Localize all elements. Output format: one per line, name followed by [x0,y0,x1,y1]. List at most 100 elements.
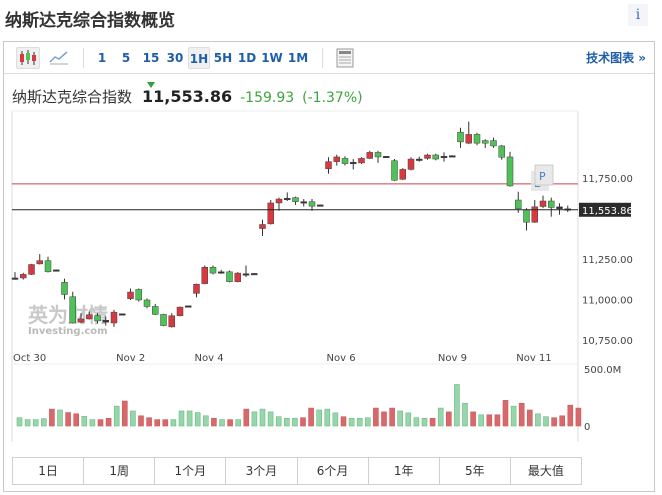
range-button[interactable]: 3个月 [226,458,298,484]
candlestick-icon[interactable] [16,47,40,69]
event-marker-p-bg [534,164,554,186]
volume-bar [373,407,379,427]
candle-body [473,134,481,144]
candle-body [531,206,538,223]
x-tick-label: Nov 2 [116,353,145,364]
volume-bar [73,413,79,427]
range-button[interactable]: 1周 [84,458,156,484]
volume-bar [292,417,298,427]
volume-bar [219,419,225,427]
candle-body [201,267,208,284]
volume-tick-label: 500.0M [584,365,621,376]
candle-body [506,156,514,187]
volume-bar [283,417,290,427]
candle-body [457,131,464,143]
volume-bar [122,400,128,427]
candle-body [284,198,291,200]
volume-bar [57,409,63,427]
volume-bar [275,416,282,427]
last-price-badge [579,202,631,217]
volume-bar [267,411,274,427]
info-icon[interactable]: i [628,4,648,26]
volume-bar [65,412,71,427]
down-arrow-icon [147,82,155,88]
range-button[interactable]: 5年 [440,458,511,484]
price-change-percent: (-1.37%) [302,90,363,106]
range-button[interactable]: 最大值 [527,464,564,478]
volume-bar [81,416,88,427]
volume-bar [502,400,509,427]
candle-body [69,296,76,324]
volume-bar [470,411,476,427]
range-button[interactable]: 1个月 [155,458,227,484]
candle-body [391,160,398,181]
volume-bar [535,413,541,427]
candle-body [498,145,505,158]
candle-body [548,200,555,208]
line-chart-icon[interactable] [48,47,72,69]
interval-5[interactable]: 5 [121,51,131,65]
candle-body [11,277,19,280]
interval-1w[interactable]: 1W [261,51,283,65]
volume-bar [478,414,485,427]
chart-widget: 1 5 15 30 1H 5H 1D 1W 1M 技术图表 » 纳斯达克综合指数 11,553.8… [3,41,655,492]
range-button[interactable]: 6个月 [298,458,369,484]
volume-bar [494,414,501,427]
range-button[interactable]: 1日 [13,458,85,484]
candle-body [407,158,415,170]
volume-bar [243,408,250,427]
volume-bar [559,415,566,427]
interval-5h[interactable]: 5H [213,51,233,65]
volume-bar [138,415,144,427]
volume-bar [194,412,201,427]
candle-body [539,200,547,207]
volume-bar [89,419,96,427]
candle-body [102,319,109,323]
interval-15[interactable]: 15 [142,51,160,65]
volume-bar [324,408,331,427]
candle-body [515,199,522,210]
interval-30[interactable]: 30 [166,51,184,65]
candle-body [523,209,530,223]
technical-chart-link[interactable]: 技术图表 » [586,51,646,65]
candle-body [449,155,456,158]
volume-bar [567,404,574,427]
interval-1h[interactable]: 1H [188,47,210,69]
candle-body [143,299,151,307]
candle-body [341,158,349,164]
candle-body [383,156,390,159]
volume-bar [381,411,387,427]
candle-body [160,314,167,326]
volume-bar [235,419,241,427]
candle-body [424,154,431,159]
instrument-name: 纳斯达克综合指数 [12,88,133,106]
candle-body [44,260,52,273]
interval-1[interactable]: 1 [97,51,107,65]
table-layout-icon[interactable] [334,47,356,69]
volume-tick-label: 0 [584,422,590,433]
volume-bar [40,418,47,427]
candle-body [77,318,85,323]
volume-bar [316,409,323,427]
volume-bar [186,410,193,427]
range-button[interactable]: 1年 [369,458,440,484]
candle-body [416,158,423,161]
candle-body [242,273,250,276]
candle-body [556,206,563,210]
candle-body [20,274,27,279]
volume-bar [340,416,347,427]
y-tick-label: 11,750.00 [582,174,633,185]
x-tick-label: Oct 30 [13,353,46,364]
volume-bar [389,407,395,427]
watermark-logo-en: Investing.com [28,326,108,337]
candle-body [193,284,200,294]
x-tick-label: Nov 6 [327,353,356,364]
interval-1d[interactable]: 1D [237,51,257,65]
volume-bar [486,414,493,427]
interval-1m[interactable]: 1M [287,51,309,65]
candle-body [185,305,192,308]
candle-body [209,267,217,274]
volume-bar [32,419,39,427]
candle-body [135,289,142,301]
